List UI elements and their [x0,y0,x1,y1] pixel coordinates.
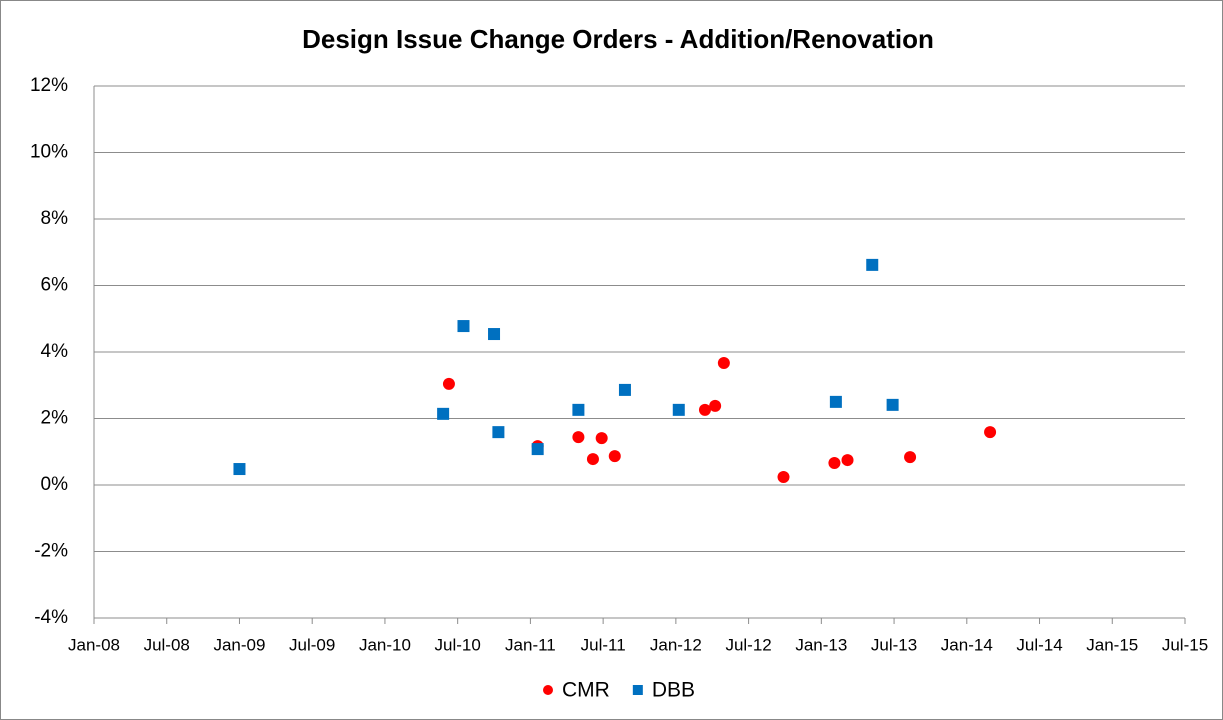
point [492,426,505,439]
point [488,328,501,341]
point [531,443,544,456]
point [777,471,790,484]
point [608,450,621,463]
point [586,453,599,466]
point [595,432,608,445]
legend-marker [543,685,553,695]
point [717,356,730,369]
point [984,426,997,439]
point [698,403,711,416]
x-tick-label: Jul-13 [871,635,917,654]
legend-label: CMR [562,679,610,702]
x-tick-label: Jan-15 [1086,635,1138,654]
x-tick-label: Jan-10 [359,635,411,654]
x-tick-label: Jul-08 [144,635,190,654]
x-tick-label: Jul-15 [1162,635,1208,654]
point [829,395,842,408]
x-tick-label: Jan-13 [795,635,847,654]
y-tick-label: -4% [34,607,68,628]
point [709,399,722,412]
x-tick-label: Jul-09 [289,635,335,654]
x-tick-label: Jan-12 [650,635,702,654]
y-tick-label: 0% [41,474,69,495]
x-tick-label: Jan-09 [213,635,265,654]
point [866,258,879,271]
point [442,377,455,390]
legend-label: DBB [652,679,695,702]
point [841,454,854,467]
x-tick-label: Jan-11 [505,635,556,654]
point [437,407,450,420]
point [233,463,246,476]
x-tick-label: Jul-10 [435,635,481,654]
x-tick-label: Jan-14 [941,635,993,654]
legend-marker [632,685,643,695]
point [572,403,585,416]
y-tick-label: 6% [41,275,69,296]
x-tick-label: Jul-14 [1016,635,1062,654]
x-tick-label: Jul-11 [581,635,626,654]
point [572,431,585,444]
y-tick-label: 4% [41,341,69,362]
point [886,398,899,411]
chart-title: Design Issue Change Orders - Addition/Re… [302,24,934,54]
y-tick-label: 12% [30,75,68,96]
point [457,320,470,333]
point [618,383,631,396]
y-tick-label: 10% [30,142,68,163]
y-tick-label: -2% [34,541,68,562]
point [672,403,685,416]
point [904,451,917,464]
x-tick-label: Jul-12 [725,635,771,654]
point [828,457,841,470]
y-tick-label: 2% [41,408,69,429]
y-tick-label: 8% [41,208,69,229]
x-tick-label: Jan-08 [68,635,120,654]
